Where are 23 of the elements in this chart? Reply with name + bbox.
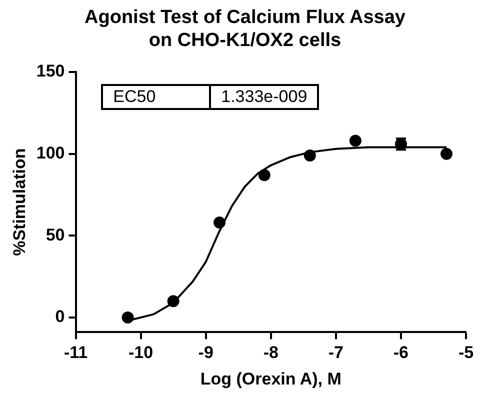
point (349, 134, 362, 147)
chart-title: Agonist Test of Calcium Flux Assay on CHO-K1/OX2 cells (84, 6, 406, 52)
x-tick-label: -6 (393, 343, 409, 362)
x-tick-label: -9 (198, 343, 214, 362)
annotation: 1.333e-009 (209, 86, 318, 108)
x-tick-label: -10 (128, 343, 154, 362)
y-tick-label: 150 (36, 62, 65, 81)
y-tick-label: 0 (55, 307, 65, 326)
y-tick-label: 100 (36, 144, 65, 163)
point (214, 216, 226, 229)
annotation: EC50 (112, 86, 157, 108)
point (122, 311, 134, 324)
point (440, 148, 452, 160)
x-tick-label: -8 (263, 343, 278, 362)
y-axis-title: %Stimulation (10, 148, 29, 256)
x-tick-label: -11 (64, 343, 88, 362)
x-tick-label: -7 (328, 343, 344, 362)
x-tick-label: -5 (458, 343, 474, 362)
point (258, 169, 270, 182)
y-tick-label: 50 (46, 225, 65, 244)
x-axis-title: Log (Orexin A), M (200, 369, 342, 388)
point (304, 149, 316, 162)
point (167, 295, 180, 308)
